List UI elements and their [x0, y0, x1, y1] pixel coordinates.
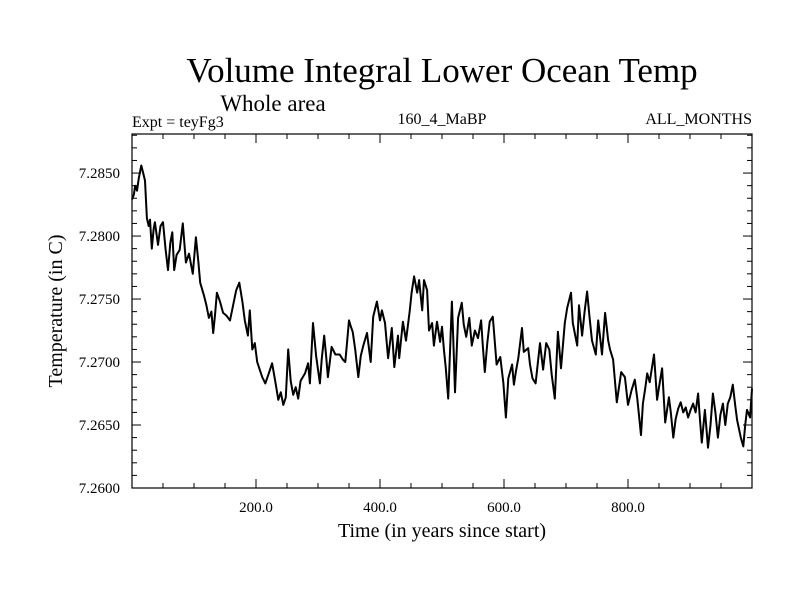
- y-tick-label: 7.2650: [79, 418, 120, 434]
- y-tick-label: 7.2800: [79, 229, 120, 245]
- y-tick-label: 7.2750: [79, 292, 120, 308]
- x-tick-label: 800.0: [611, 500, 645, 516]
- y-axis-label: Temperature (in C): [45, 235, 67, 388]
- y-tick-label: 7.2850: [79, 166, 120, 182]
- y-tick-label: 7.2700: [79, 355, 120, 371]
- series-line: [131, 164, 753, 449]
- y-tick-label: 7.2600: [79, 481, 120, 497]
- run-label: 160_4_MaBP: [398, 111, 487, 128]
- months-label: ALL_MONTHS: [645, 111, 752, 128]
- x-tick-labels: 200.0 400.0 600.0 800.0: [239, 500, 645, 516]
- x-axis-label: Time (in years since start): [338, 520, 546, 542]
- y-tick-labels: 7.2600 7.2650 7.2700 7.2750 7.2800 7.2850: [79, 166, 120, 497]
- plot-frame: [131, 133, 753, 489]
- chart-title: Volume Integral Lower Ocean Temp: [186, 51, 697, 90]
- axis-ticks: [132, 134, 752, 488]
- x-tick-label: 600.0: [487, 500, 521, 516]
- experiment-label: Expt = teyFg3: [132, 114, 224, 131]
- x-tick-label: 200.0: [239, 500, 273, 516]
- chart-subtitle: Whole area: [220, 91, 325, 116]
- x-tick-label: 400.0: [363, 500, 397, 516]
